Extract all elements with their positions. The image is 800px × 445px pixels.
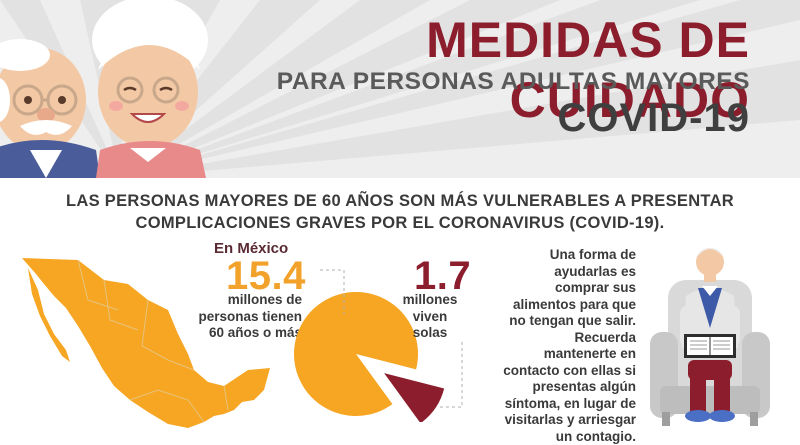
advice-line: síntoma, en lugar de xyxy=(504,395,636,411)
advice-line: comprar sus xyxy=(554,280,636,295)
grandmother-icon xyxy=(92,0,208,178)
covid-label: COVID-19 xyxy=(557,96,750,140)
total-population-description: millones de personas tienen 60 años o má… xyxy=(190,292,302,342)
advice-text: Una forma de ayudarlas es comprar sus alime… xyxy=(484,247,636,445)
region-label: En México xyxy=(214,240,289,257)
pie-slice-rest xyxy=(294,292,418,416)
headline-line-2: COMPLICACIONES GRAVES POR EL CORONAVIRUS… xyxy=(135,214,665,232)
total-description-line: millones de xyxy=(227,292,302,307)
advice-line: visitarlas y arriesgar xyxy=(504,412,636,427)
total-population-value: 15.4 xyxy=(226,254,306,298)
alone-description-line: viven xyxy=(412,308,448,324)
alone-description-line: solas xyxy=(412,325,448,340)
headline: LAS PERSONAS MAYORES DE 60 AÑOS SON MÁS … xyxy=(20,190,780,234)
pie-chart xyxy=(294,269,463,422)
page-subtitle: PARA PERSONAS ADULTAS MAYORES xyxy=(276,68,750,95)
total-description-line: 60 años o más xyxy=(208,325,302,340)
advice-line: Recuerda xyxy=(574,329,636,345)
grandfather-icon xyxy=(0,39,100,178)
advice-line: no tengan que salir. xyxy=(509,313,636,328)
advice-line: mantenerte en xyxy=(543,346,636,361)
mexico-map-icon xyxy=(22,258,270,428)
total-description-line: personas tienen xyxy=(198,308,302,324)
elderly-man-reading-icon xyxy=(650,248,770,426)
header-banner: MEDIDAS DE CUIDADO PARA PERSONAS ADULTAS… xyxy=(0,0,800,178)
advice-line: Una forma de xyxy=(549,247,636,262)
pie-slice-alone xyxy=(384,373,445,422)
page-title: MEDIDAS DE CUIDADO xyxy=(426,12,750,128)
alone-population-description: millones viven solas xyxy=(392,292,468,342)
sunburst-background xyxy=(0,0,800,178)
alone-description-line: millones xyxy=(402,292,458,307)
advice-line: contacto con ellas si xyxy=(503,362,636,378)
advice-line: ayudarlas es xyxy=(554,263,636,279)
advice-line: presentas algún xyxy=(532,379,636,394)
elderly-couple-illustration xyxy=(0,0,208,178)
headline-line-1: LAS PERSONAS MAYORES DE 60 AÑOS SON MÁS … xyxy=(66,192,734,210)
alone-population-value: 1.7 xyxy=(414,254,472,298)
advice-line: un contagio. xyxy=(555,428,636,444)
advice-line: alimentos para que xyxy=(512,296,636,312)
